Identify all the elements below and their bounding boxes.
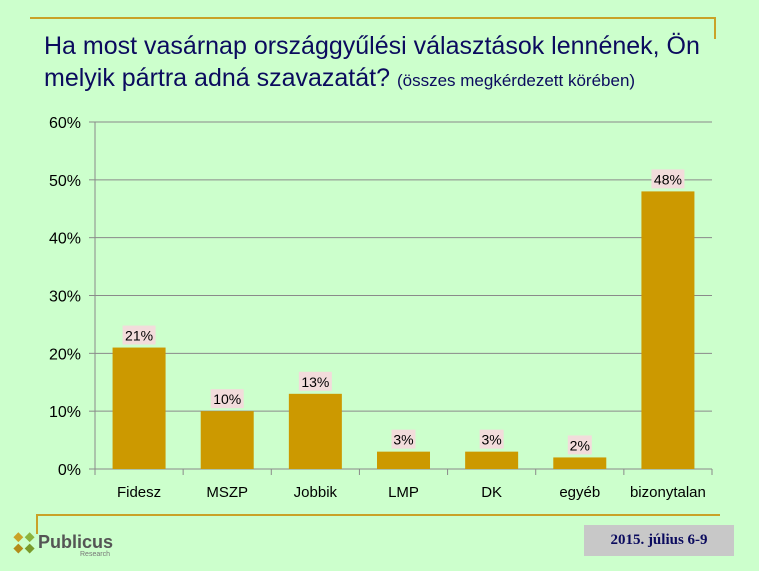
x-tick-label: DK — [481, 484, 502, 501]
chart-title-main: Ha most vasárnap országgyűlési választás… — [44, 32, 700, 92]
data-label-bg — [391, 429, 416, 449]
title-rule — [30, 17, 716, 19]
title-rule-vertical — [714, 17, 716, 39]
data-label-bg — [567, 435, 592, 455]
publicus-logo-icon — [13, 532, 35, 554]
x-tick-label: Fidesz — [117, 484, 161, 501]
data-label: 13% — [301, 374, 329, 390]
y-tick-label: 0% — [58, 462, 81, 479]
y-tick-label: 20% — [49, 346, 81, 363]
y-tick-label: 10% — [49, 404, 81, 421]
chart-title: Ha most vasárnap országgyűlési választás… — [44, 30, 704, 97]
x-tick-label: Jobbik — [294, 484, 338, 501]
x-tick-label: LMP — [388, 484, 419, 501]
data-label-bg — [298, 371, 332, 391]
data-label: 48% — [654, 171, 682, 187]
bar-Jobbik — [288, 393, 342, 469]
y-axis-ticks: 0% 10% 20% 30% 40% 50% 60% — [49, 115, 81, 479]
x-tick-label: bizonytalan — [630, 484, 706, 501]
bars — [112, 191, 695, 469]
data-label: 3% — [482, 432, 502, 448]
bar-Fidesz — [112, 347, 166, 469]
chart-title-sub: (összes megkérdezett körében) — [396, 71, 636, 90]
bar-DK — [465, 451, 519, 469]
y-tick-label: 60% — [49, 115, 81, 132]
bar-MSZP — [200, 411, 254, 469]
logo-text: Publicus — [38, 532, 114, 552]
y-tick-label: 30% — [49, 289, 81, 306]
logo-subtext: Research — [80, 551, 110, 558]
data-label: 21% — [125, 328, 153, 344]
data-label-bg — [651, 169, 685, 189]
bar-LMP — [377, 451, 430, 469]
footer-rule — [36, 514, 720, 516]
data-label-bg — [479, 429, 504, 449]
data-label-bg — [122, 325, 156, 345]
data-labels: 21% 10% 13% 3% 3% 2% 48% — [122, 169, 685, 455]
x-axis-ticks: Fidesz MSZP Jobbik LMP DK egyéb bizonytalan — [117, 484, 706, 501]
bar-egyéb — [553, 457, 607, 469]
date-badge: 2015. július 6-9 — [584, 525, 734, 556]
footer-rule-vertical — [36, 514, 38, 534]
x-tick-label: egyéb — [559, 484, 600, 501]
bar-bizonytalan — [641, 191, 695, 469]
y-tick-label: 50% — [49, 173, 81, 190]
data-label: 10% — [213, 391, 241, 407]
data-label-bg — [210, 389, 244, 409]
x-tick-label: MSZP — [206, 484, 248, 501]
data-label: 3% — [393, 432, 413, 448]
gridlines — [89, 121, 713, 475]
y-tick-label: 40% — [49, 231, 81, 248]
data-label: 2% — [570, 437, 590, 453]
